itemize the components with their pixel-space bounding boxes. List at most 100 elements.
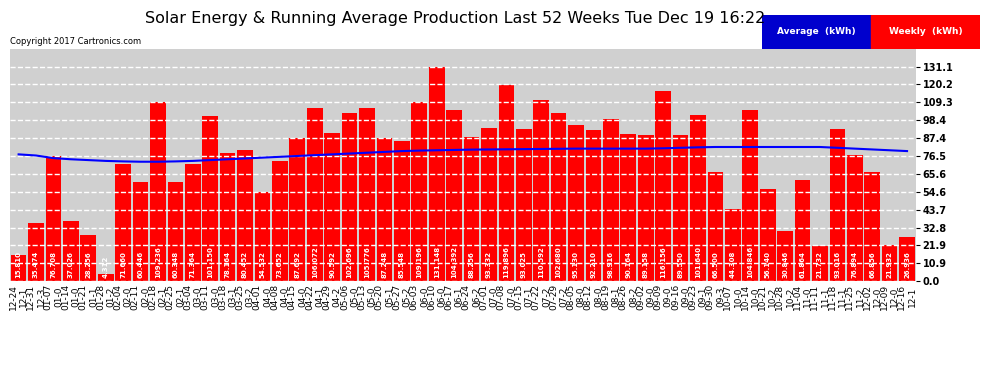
Text: 92.210: 92.210 (590, 251, 597, 278)
Bar (376, 138, 392, 281)
Text: 66.500: 66.500 (713, 251, 719, 278)
Text: Weekly  (kWh): Weekly (kWh) (889, 27, 962, 36)
Bar (760, 189, 775, 281)
Bar (812, 246, 828, 281)
Text: 89.158: 89.158 (643, 251, 648, 278)
Bar (254, 192, 270, 281)
Bar (830, 129, 845, 281)
Bar (708, 172, 724, 281)
Text: 21.932: 21.932 (887, 251, 893, 278)
Bar (325, 133, 340, 281)
Bar (516, 129, 532, 281)
Bar (202, 116, 218, 281)
Text: 101.640: 101.640 (695, 246, 701, 278)
Bar (238, 150, 252, 281)
Bar (167, 183, 183, 281)
Text: 54.532: 54.532 (259, 251, 265, 278)
Bar (550, 113, 566, 281)
Text: Average  (kWh): Average (kWh) (777, 27, 856, 36)
Text: 56.140: 56.140 (764, 251, 770, 278)
Bar (11, 255, 27, 281)
Text: 110.592: 110.592 (539, 246, 545, 278)
Text: 109.236: 109.236 (155, 246, 161, 278)
Text: 60.348: 60.348 (172, 251, 178, 278)
Bar (307, 108, 323, 281)
Bar (871, 15, 980, 49)
Bar (220, 153, 236, 281)
Bar (499, 85, 514, 281)
Bar (846, 155, 862, 281)
Bar (463, 137, 479, 281)
Bar (882, 245, 898, 281)
Text: 93.016: 93.016 (835, 251, 841, 278)
Text: Solar Energy & Running Average Production Last 52 Weeks Tue Dec 19 16:22: Solar Energy & Running Average Productio… (146, 11, 765, 26)
Text: 87.692: 87.692 (294, 251, 300, 278)
Text: 37.026: 37.026 (68, 251, 74, 278)
Text: 35.474: 35.474 (33, 251, 39, 278)
Bar (446, 110, 462, 281)
Bar (655, 91, 671, 281)
Text: 60.446: 60.446 (138, 251, 144, 278)
Text: 90.164: 90.164 (626, 251, 632, 278)
Text: 78.164: 78.164 (225, 251, 231, 278)
Bar (777, 231, 793, 281)
Text: 106.072: 106.072 (312, 246, 318, 278)
Bar (690, 115, 706, 281)
Text: 26.936: 26.936 (904, 251, 910, 278)
Bar (289, 138, 305, 281)
Text: 104.392: 104.392 (451, 246, 457, 278)
Text: 102.696: 102.696 (346, 246, 352, 278)
Text: 95.130: 95.130 (573, 251, 579, 278)
Text: 88.256: 88.256 (468, 251, 474, 278)
Text: 85.548: 85.548 (399, 251, 405, 278)
Bar (133, 182, 148, 281)
Bar (742, 110, 758, 281)
Text: 98.916: 98.916 (608, 251, 614, 278)
Text: 4.312: 4.312 (103, 256, 109, 278)
Text: 44.308: 44.308 (730, 251, 736, 278)
Bar (638, 135, 653, 281)
Bar (603, 119, 619, 281)
Text: 30.846: 30.846 (782, 251, 788, 278)
Text: 102.680: 102.680 (555, 246, 561, 278)
Bar (795, 180, 811, 281)
Bar (80, 235, 96, 281)
Bar (272, 160, 288, 281)
Bar (725, 209, 741, 281)
Bar (621, 134, 637, 281)
Text: 21.732: 21.732 (817, 251, 823, 278)
Bar (762, 15, 871, 49)
Bar (864, 172, 880, 281)
Text: 109.196: 109.196 (416, 246, 423, 278)
Text: 87.248: 87.248 (381, 251, 387, 278)
Bar (568, 126, 584, 281)
Text: 73.652: 73.652 (277, 251, 283, 278)
Bar (46, 156, 61, 281)
Text: 131.148: 131.148 (434, 246, 440, 278)
Bar (115, 164, 131, 281)
Bar (586, 130, 601, 281)
Text: 101.150: 101.150 (207, 246, 213, 278)
Text: Copyright 2017 Cartronics.com: Copyright 2017 Cartronics.com (10, 38, 141, 46)
Bar (534, 100, 549, 281)
Bar (28, 223, 44, 281)
Text: 66.856: 66.856 (869, 251, 875, 278)
Text: 80.452: 80.452 (243, 251, 248, 278)
Text: 104.846: 104.846 (747, 246, 753, 278)
Bar (98, 274, 114, 281)
Bar (429, 66, 445, 281)
Text: 61.864: 61.864 (800, 251, 806, 278)
Text: 105.776: 105.776 (364, 246, 370, 278)
Text: 93.332: 93.332 (486, 251, 492, 278)
Text: 15.810: 15.810 (16, 251, 22, 278)
Bar (342, 113, 357, 281)
Text: 116.156: 116.156 (660, 246, 666, 278)
Text: 89.550: 89.550 (677, 251, 683, 278)
Bar (899, 237, 915, 281)
Bar (150, 102, 165, 281)
Text: 71.660: 71.660 (120, 251, 126, 278)
Bar (673, 135, 688, 281)
Text: 76.708: 76.708 (50, 251, 56, 278)
Text: 90.592: 90.592 (329, 251, 336, 278)
Bar (481, 128, 497, 281)
